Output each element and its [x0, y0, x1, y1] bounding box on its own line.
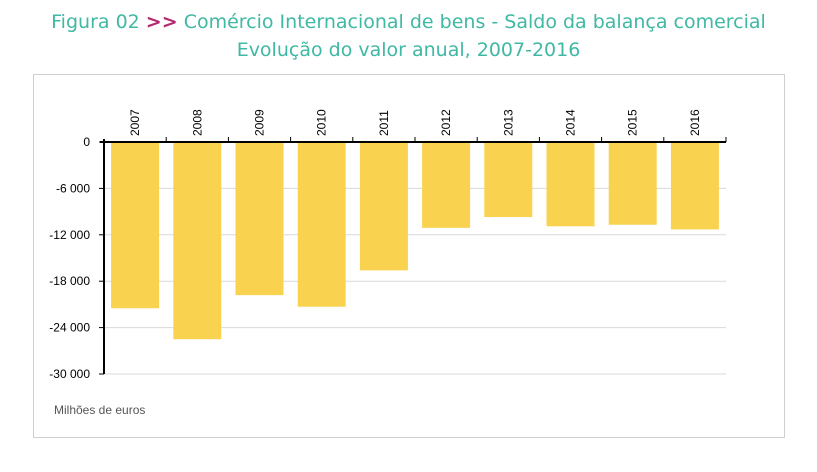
y-tick-label: -6 000 — [56, 181, 90, 195]
x-tick-label-2010: 2010 — [315, 109, 329, 136]
bar-2011 — [359, 142, 408, 271]
y-tick-label: 0 — [83, 135, 90, 149]
bar-2016 — [670, 142, 719, 230]
y-tick-label: -12 000 — [49, 228, 90, 242]
y-tick-label: -24 000 — [49, 321, 90, 335]
x-tick-label-2011: 2011 — [377, 110, 391, 136]
chart-frame — [33, 74, 785, 438]
bar-2012 — [422, 142, 471, 228]
bar-2013 — [484, 142, 533, 218]
y-tick-label: -30 000 — [49, 367, 90, 381]
x-tick-label-2016: 2016 — [688, 109, 702, 136]
unit-label: Milhões de euros — [54, 403, 146, 417]
bar-2015 — [608, 142, 657, 225]
x-tick-label-2009: 2009 — [253, 109, 267, 136]
x-tick-label-2008: 2008 — [190, 109, 204, 136]
bar-2008 — [173, 142, 222, 340]
bar-2014 — [546, 142, 595, 227]
x-tick-label-2012: 2012 — [439, 109, 453, 136]
chart-title: Figura 02 >> Comércio Internacional de b… — [0, 8, 817, 64]
figure-number: Figura 02 — [51, 11, 140, 33]
bar-2009 — [235, 142, 284, 296]
x-tick-label-2014: 2014 — [564, 109, 578, 136]
y-tick-label: -18 000 — [49, 274, 90, 288]
x-tick-label-2007: 2007 — [128, 109, 142, 136]
title-line-2: Evolução do valor anual, 2007-2016 — [236, 39, 581, 61]
x-tick-label-2013: 2013 — [501, 109, 515, 136]
figure-arrows: >> — [145, 11, 178, 33]
title-line-1: Figura 02 >> Comércio Internacional de b… — [0, 8, 817, 36]
bar-2010 — [297, 142, 346, 307]
bar-2007 — [111, 142, 160, 309]
title-main: Comércio Internacional de bens - Saldo d… — [183, 11, 766, 33]
x-tick-label-2015: 2015 — [626, 109, 640, 136]
